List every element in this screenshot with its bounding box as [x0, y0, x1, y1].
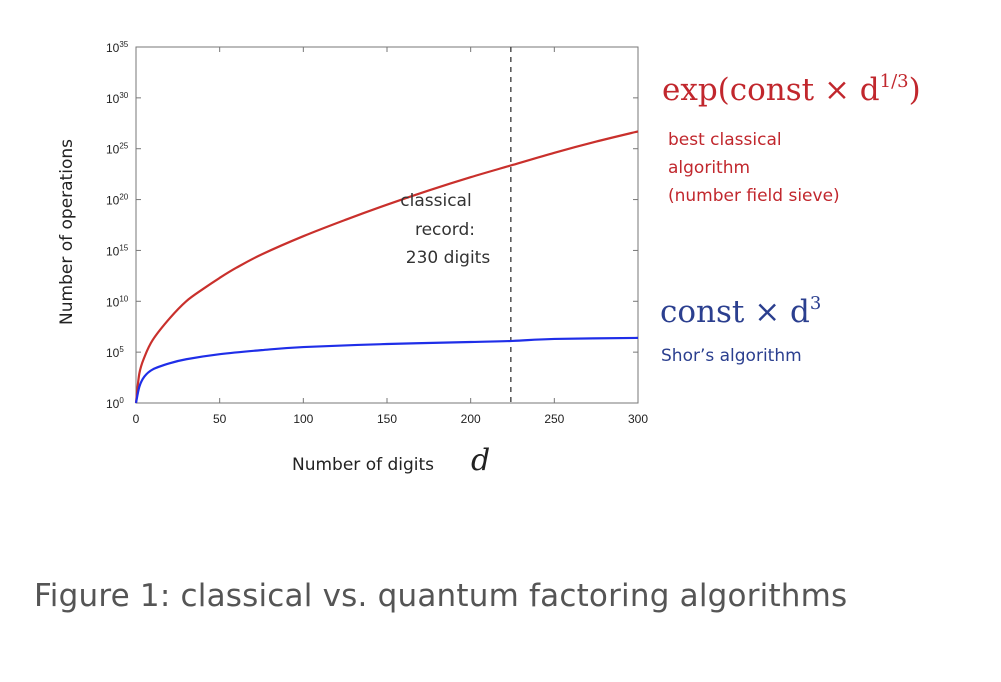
x-tick-label: 300 [628, 412, 648, 426]
x-axis-label: Number of digits [292, 455, 434, 475]
shor-desc: Shor’s algorithm [661, 346, 802, 366]
x-tick-label: 50 [213, 412, 227, 426]
classical-curve [134, 130, 639, 404]
classical-desc-line-2: algorithm [668, 158, 750, 178]
factoring-chart: 0 50 100 150 200 250 300 100 105 1010 1015 1020 102… [57, 40, 921, 478]
y-tick-label: 1025 [106, 142, 129, 157]
y-tick-label: 1035 [106, 40, 129, 55]
record-label-line-1: classical [400, 191, 471, 211]
x-tick-label: 0 [133, 412, 140, 426]
y-tick-label: 100 [106, 396, 124, 411]
y-tick-label: 1010 [106, 294, 129, 309]
shor-formula: const × d3 [660, 293, 821, 330]
x-tick-label: 250 [544, 412, 564, 426]
record-label-line-3: 230 digits [406, 248, 491, 268]
x-tick-label: 200 [461, 412, 481, 426]
plot-frame [135, 46, 639, 404]
x-tick-label: 100 [293, 412, 313, 426]
shor-curve [134, 336, 639, 404]
classical-formula: exp(const × d1/3) [662, 71, 921, 108]
figure-caption: Figure 1: classical vs. quantum factorin… [34, 578, 848, 614]
classical-desc-line-3: (number field sieve) [668, 186, 840, 206]
record-label-line-2: record: [415, 220, 475, 240]
y-tick-label: 1020 [106, 193, 129, 208]
y-tick-label: 105 [106, 345, 124, 360]
y-tick-label: 1030 [106, 91, 129, 106]
x-axis-variable: d [471, 443, 490, 478]
y-axis-label: Number of operations [57, 139, 77, 325]
classical-desc-line-1: best classical [668, 130, 782, 150]
x-tick-label: 150 [377, 412, 397, 426]
y-tick-label: 1015 [106, 243, 129, 258]
x-axis-ticks: 0 50 100 150 200 250 300 [133, 47, 648, 426]
y-axis-ticks: 100 105 1010 1015 1020 1025 1030 1035 [106, 40, 638, 411]
